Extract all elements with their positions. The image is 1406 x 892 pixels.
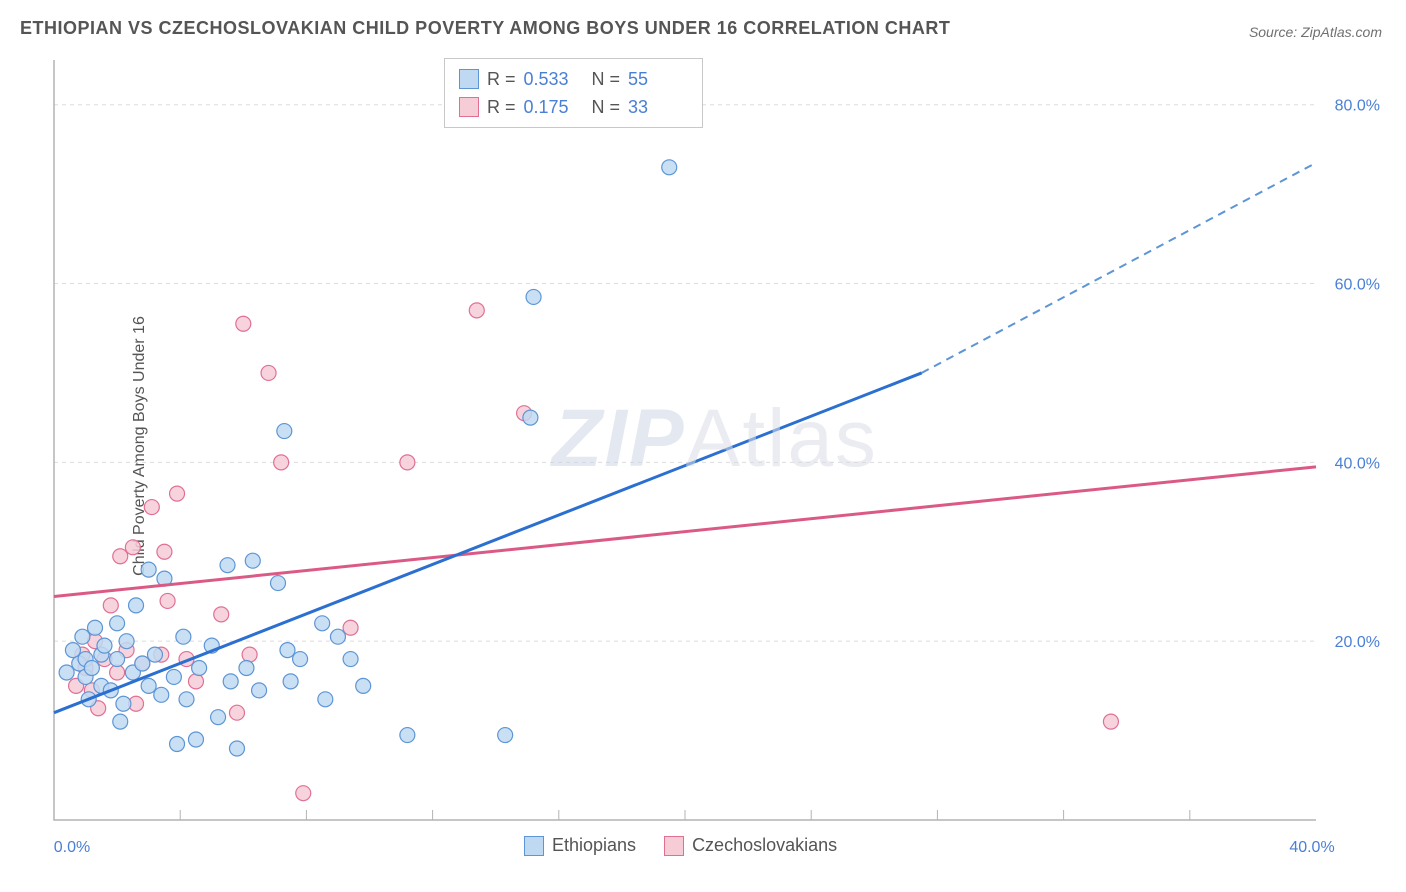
legend-r-value: 0.533	[524, 65, 584, 93]
svg-text:20.0%: 20.0%	[1335, 634, 1380, 651]
legend-item: Czechoslovakians	[664, 835, 837, 856]
correlation-legend: R = 0.533 N = 55 R = 0.175 N = 33	[444, 58, 703, 128]
chart-title: ETHIOPIAN VS CZECHOSLOVAKIAN CHILD POVER…	[20, 18, 950, 39]
legend-row: R = 0.533 N = 55	[459, 65, 688, 93]
source-label: Source: ZipAtlas.com	[1249, 24, 1382, 40]
legend-r-label: R =	[487, 65, 516, 93]
legend-swatch-ethiopian	[459, 69, 479, 89]
legend-r-label: R =	[487, 93, 516, 121]
legend-swatch-czech	[664, 836, 684, 856]
legend-swatch-ethiopian	[524, 836, 544, 856]
legend-item: Ethiopians	[524, 835, 636, 856]
legend-label: Czechoslovakians	[692, 835, 837, 855]
svg-text:0.0%: 0.0%	[54, 839, 90, 856]
plot-area: ZIPAtlas 20.0%40.0%60.0%80.0%0.0%40.0% R…	[44, 50, 1386, 860]
legend-n-label: N =	[592, 93, 621, 121]
legend-n-value: 33	[628, 93, 688, 121]
legend-row: R = 0.175 N = 33	[459, 93, 688, 121]
legend-n-value: 55	[628, 65, 688, 93]
legend-swatch-czech	[459, 97, 479, 117]
legend-n-label: N =	[592, 65, 621, 93]
svg-text:60.0%: 60.0%	[1335, 277, 1380, 294]
legend-label: Ethiopians	[552, 835, 636, 855]
svg-text:40.0%: 40.0%	[1335, 455, 1380, 472]
scatter-chart: 20.0% 40.0% 60.0% 80.0% 0.0% 40.0%	[44, 50, 1386, 860]
series-legend: Ethiopians Czechoslovakians	[524, 835, 837, 856]
legend-r-value: 0.175	[524, 93, 584, 121]
svg-text:40.0%: 40.0%	[1289, 839, 1334, 856]
svg-text:80.0%: 80.0%	[1335, 98, 1380, 115]
